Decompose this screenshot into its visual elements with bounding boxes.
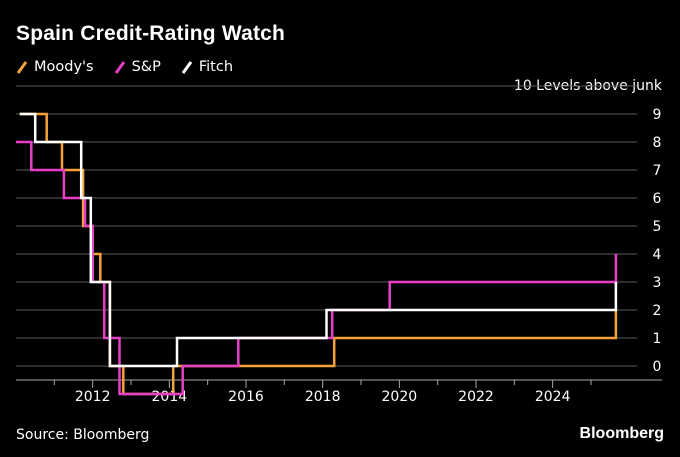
bloomberg-logo: Bloomberg xyxy=(579,425,664,442)
y-tick-label-3: 3 xyxy=(653,275,662,291)
legend-swatch-sp xyxy=(114,59,126,75)
legend: Moody's S&P Fitch xyxy=(16,59,253,75)
legend-label-sp: S&P xyxy=(131,59,161,75)
y-tick-label-8: 8 xyxy=(653,135,662,151)
y-tick-label-0: 0 xyxy=(653,359,662,375)
x-tick-label-2022: 2022 xyxy=(458,389,494,405)
legend-item-sp: S&P xyxy=(114,59,161,75)
legend-swatch-moodys xyxy=(16,59,28,75)
y-tick-label-2: 2 xyxy=(653,303,662,319)
x-tick-label-2018: 2018 xyxy=(305,389,341,405)
chart-title: Spain Credit-Rating Watch xyxy=(16,22,286,45)
legend-item-moodys: Moody's xyxy=(16,59,94,75)
legend-swatch-fitch xyxy=(181,59,193,75)
y-tick-label-5: 5 xyxy=(653,219,662,235)
legend-label-moodys: Moody's xyxy=(34,59,94,75)
y-tick-label-4: 4 xyxy=(653,247,662,263)
y-tick-label-6: 6 xyxy=(653,191,662,207)
series-line-sp xyxy=(16,140,618,396)
x-tick-label-2020: 2020 xyxy=(382,389,418,405)
y-tick-label-7: 7 xyxy=(653,163,662,179)
y-tick-label-9: 9 xyxy=(653,107,662,123)
legend-item-fitch: Fitch xyxy=(181,59,233,75)
legend-label-fitch: Fitch xyxy=(198,59,234,75)
x-tick-label-2012: 2012 xyxy=(75,389,111,405)
series-line-fitch xyxy=(19,112,618,368)
y-tick-label-1: 1 xyxy=(653,331,662,347)
x-tick-label-2016: 2016 xyxy=(228,389,264,405)
x-tick-label-2024: 2024 xyxy=(535,389,571,405)
source-note: Source: Bloomberg xyxy=(16,427,150,443)
